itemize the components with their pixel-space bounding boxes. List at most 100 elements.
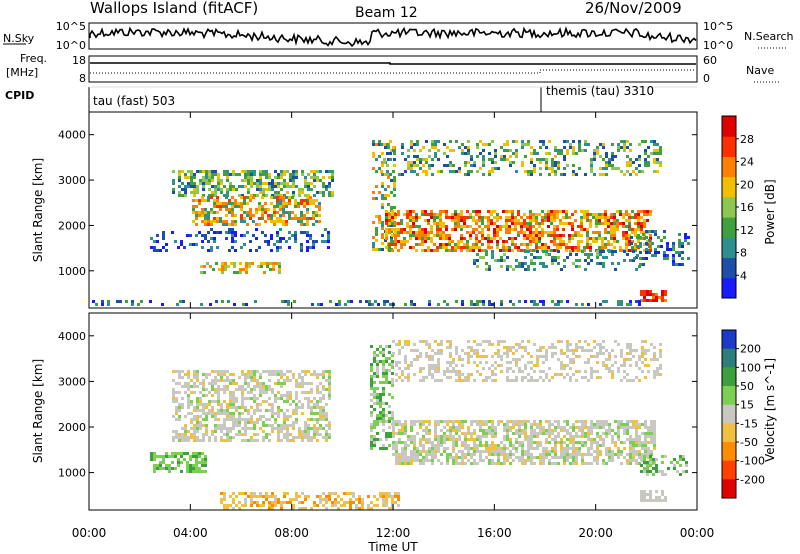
velocity-cell <box>542 346 545 349</box>
velocity-cell <box>204 464 207 467</box>
power-cell <box>454 225 457 228</box>
power-cell <box>526 246 529 249</box>
velocity-cell <box>328 385 331 388</box>
velocity-cell <box>566 432 569 435</box>
power-cell <box>602 262 605 265</box>
power-cell <box>202 185 205 188</box>
velocity-cell <box>530 426 533 429</box>
power-cell <box>255 211 258 214</box>
power-cell <box>511 240 514 243</box>
velocity-cell <box>446 453 449 456</box>
velocity-cell <box>199 397 202 400</box>
velocity-cell <box>392 453 395 456</box>
velocity-cell <box>153 455 156 458</box>
power-cell <box>439 210 442 213</box>
power-cell <box>193 173 196 176</box>
velocity-cell <box>572 459 575 462</box>
velocity-cell <box>292 427 295 430</box>
power-cell <box>533 149 536 152</box>
velocity-cell <box>643 490 646 493</box>
power-cell <box>365 300 368 303</box>
power-cell <box>415 219 418 222</box>
velocity-cell <box>554 456 557 459</box>
velocity-cell <box>319 406 322 409</box>
velocity-cell <box>545 450 548 453</box>
power-cell <box>575 259 578 262</box>
velocity-cell <box>488 450 491 453</box>
velocity-cell <box>599 450 602 453</box>
velocity-cell <box>566 429 569 432</box>
velocity-cell <box>575 343 578 346</box>
power-cell <box>650 140 653 143</box>
power-cell <box>263 262 266 265</box>
velocity-cell <box>385 381 388 384</box>
power-cell <box>539 161 542 164</box>
velocity-cell <box>437 444 440 447</box>
power-cell <box>306 217 309 220</box>
velocity-cell <box>554 450 557 453</box>
velocity-cell <box>635 426 638 429</box>
velocity-cell <box>376 504 379 507</box>
power-cell <box>482 149 485 152</box>
power-cell <box>393 158 396 161</box>
velocity-cell <box>479 343 482 346</box>
velocity-cell <box>382 495 385 498</box>
power-cell <box>505 240 508 243</box>
power-cell <box>178 194 181 197</box>
velocity-cell <box>382 444 385 447</box>
velocity-cell <box>398 438 401 441</box>
power-cell <box>171 231 174 234</box>
velocity-cell <box>512 358 515 361</box>
velocity-cell <box>440 352 443 355</box>
velocity-cell <box>500 370 503 373</box>
velocity-cell <box>458 355 461 358</box>
power-cell <box>590 161 593 164</box>
power-cell <box>281 300 284 303</box>
velocity-cell <box>283 433 286 436</box>
velocity-cell <box>653 423 656 426</box>
velocity-cell <box>596 420 599 423</box>
power-cell <box>485 262 488 265</box>
power-cell <box>413 161 416 164</box>
power-cell <box>428 164 431 167</box>
velocity-cell <box>349 498 352 501</box>
power-cell <box>178 179 181 182</box>
velocity-cell <box>268 507 271 510</box>
power-cell <box>663 230 666 233</box>
power-cell <box>288 237 291 240</box>
power-cell <box>629 300 632 303</box>
velocity-cell <box>388 492 391 495</box>
power-cell <box>204 199 207 202</box>
velocity-cell <box>401 429 404 432</box>
velocity-cell <box>458 379 461 382</box>
velocity-cell <box>193 427 196 430</box>
power-cell <box>568 222 571 225</box>
velocity-cell <box>220 436 223 439</box>
nave-label: Nave <box>746 64 774 77</box>
velocity-cell <box>205 427 208 430</box>
velocity-cell <box>220 424 223 427</box>
power-cell <box>418 231 421 234</box>
power-cell <box>259 185 262 188</box>
velocity-cell <box>192 470 195 473</box>
power-cell <box>499 216 502 219</box>
power-cell <box>391 228 394 231</box>
velocity-cell <box>467 352 470 355</box>
velocity-cell <box>629 450 632 453</box>
power-cell <box>454 243 457 246</box>
power-cell <box>276 246 279 249</box>
power-cell <box>623 173 626 176</box>
velocity-cell <box>391 354 394 357</box>
velocity-cell <box>404 432 407 435</box>
power-cell <box>451 249 454 252</box>
velocity-cell <box>512 420 515 423</box>
power-cell <box>494 155 497 158</box>
velocity-cell <box>379 492 382 495</box>
power-cell <box>550 234 553 237</box>
velocity-cell <box>593 450 596 453</box>
velocity-cell <box>205 415 208 418</box>
velocity-cell <box>554 453 557 456</box>
velocity-cell <box>590 432 593 435</box>
velocity-cell <box>572 453 575 456</box>
power-cell <box>246 211 249 214</box>
